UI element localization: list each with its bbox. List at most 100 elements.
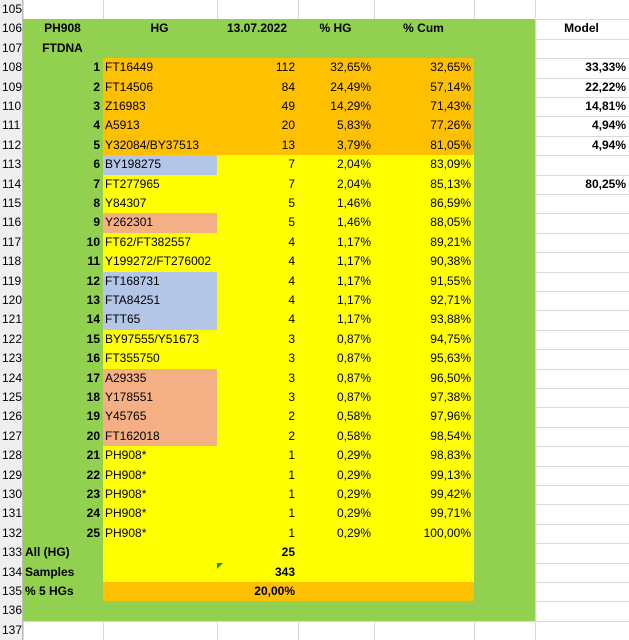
count: 1 (288, 487, 295, 501)
rank: 3 (93, 99, 100, 113)
row-number: 128 (2, 448, 23, 463)
percent: 2,04% (336, 157, 371, 172)
count: 4 (288, 312, 295, 327)
cumulative: 98,83% (430, 448, 471, 463)
percent: 5,83% (336, 118, 371, 133)
haplogroup: FT277965 (105, 176, 160, 191)
orange-block (103, 582, 474, 602)
percent: 0,87% (336, 370, 371, 385)
row-number: 118 (2, 254, 22, 269)
rank: 10 (86, 234, 100, 249)
percent: 0,29% (336, 448, 371, 463)
row-number: 122 (2, 331, 23, 346)
count: 13 (281, 137, 295, 152)
haplogroup: A29335 (105, 370, 147, 385)
rank: 16 (86, 351, 100, 366)
row-number: 115 (2, 196, 22, 210)
rank: 19 (86, 409, 100, 424)
cumulative: 71,43% (430, 99, 471, 113)
count: 2 (288, 428, 295, 443)
percent: 1,17% (336, 254, 371, 269)
grid-line (0, 620, 629, 622)
count: 4 (288, 234, 295, 249)
row-header-column (0, 0, 23, 640)
column-header: % HG (319, 21, 352, 36)
highlight-cell (103, 310, 217, 330)
model-value: 80,25% (585, 176, 626, 191)
cumulative: 91,55% (430, 273, 471, 288)
highlight-cell (103, 155, 217, 175)
rank: 9 (93, 215, 100, 230)
percent: 1,17% (336, 293, 371, 307)
percent: 0,87% (336, 331, 371, 346)
rank: 21 (86, 448, 100, 463)
percent: 14,29% (330, 99, 371, 113)
cumulative: 89,21% (430, 234, 471, 249)
percent: 3,79% (336, 137, 371, 152)
cumulative: 94,75% (430, 331, 471, 346)
total-value: 25 (281, 545, 295, 560)
column-header: % Cum (403, 21, 444, 36)
percent: 2,04% (336, 176, 371, 191)
row-number: 135 (2, 584, 23, 598)
row-number: 113 (2, 157, 22, 172)
count: 7 (288, 176, 295, 191)
percent: 0,29% (336, 467, 371, 482)
row-number: 124 (2, 370, 23, 385)
count: 20 (281, 118, 295, 133)
top5-label: % 5 HGs (25, 584, 74, 598)
model-value: 22,22% (585, 79, 626, 94)
haplogroup: PH908* (105, 448, 147, 463)
row-number: 119 (2, 273, 22, 288)
rank: 20 (86, 428, 100, 443)
cumulative: 99,71% (430, 506, 471, 521)
rank: 5 (93, 137, 100, 152)
percent: 1,46% (336, 215, 371, 230)
rank: 6 (93, 157, 100, 172)
highlight-cell (103, 271, 217, 291)
rank: 24 (86, 506, 100, 521)
total-label: All (HG) (25, 545, 70, 560)
highlight-cell (103, 368, 217, 388)
cumulative: 97,96% (430, 409, 471, 424)
row-number: 116 (2, 215, 22, 230)
rank: 12 (86, 273, 100, 288)
column-header: PH908 (44, 21, 81, 36)
percent: 1,17% (336, 273, 371, 288)
rank: 7 (93, 176, 100, 191)
haplogroup: Y199272/FT276002 (105, 254, 212, 269)
cumulative: 100,00% (423, 525, 471, 540)
count: 3 (288, 390, 295, 404)
count: 4 (288, 254, 295, 269)
cumulative: 32,65% (430, 60, 471, 75)
row-number: 137 (2, 622, 23, 637)
samples-label: Samples (25, 564, 75, 579)
column-header: Model (564, 21, 599, 36)
percent: 24,49% (330, 79, 371, 94)
haplogroup: FTT65 (105, 312, 141, 327)
percent: 0,58% (336, 428, 371, 443)
model-value: 33,33% (585, 60, 626, 75)
cumulative: 99,13% (430, 467, 471, 482)
haplogroup: PH908* (105, 467, 147, 482)
column-header: 13.07.2022 (226, 21, 288, 36)
rank: 23 (86, 487, 100, 501)
haplogroup: FT62/FT382557 (105, 234, 192, 249)
count: 1 (288, 467, 295, 482)
row-number: 111 (2, 118, 21, 133)
count: 1 (288, 448, 295, 463)
rank: 1 (93, 60, 100, 75)
cumulative: 81,05% (430, 137, 471, 152)
highlight-cell (103, 426, 217, 447)
row-number: 120 (2, 293, 23, 307)
percent: 32,65% (330, 60, 371, 75)
percent: 1,46% (336, 196, 371, 210)
percent: 1,17% (336, 234, 371, 249)
haplogroup: FT14506 (105, 79, 154, 94)
samples-value: 343 (274, 564, 295, 579)
row-number: 109 (2, 79, 23, 94)
count: 2 (288, 409, 295, 424)
haplogroup: Y178551 (105, 390, 154, 404)
haplogroup: FT16449 (105, 60, 154, 75)
